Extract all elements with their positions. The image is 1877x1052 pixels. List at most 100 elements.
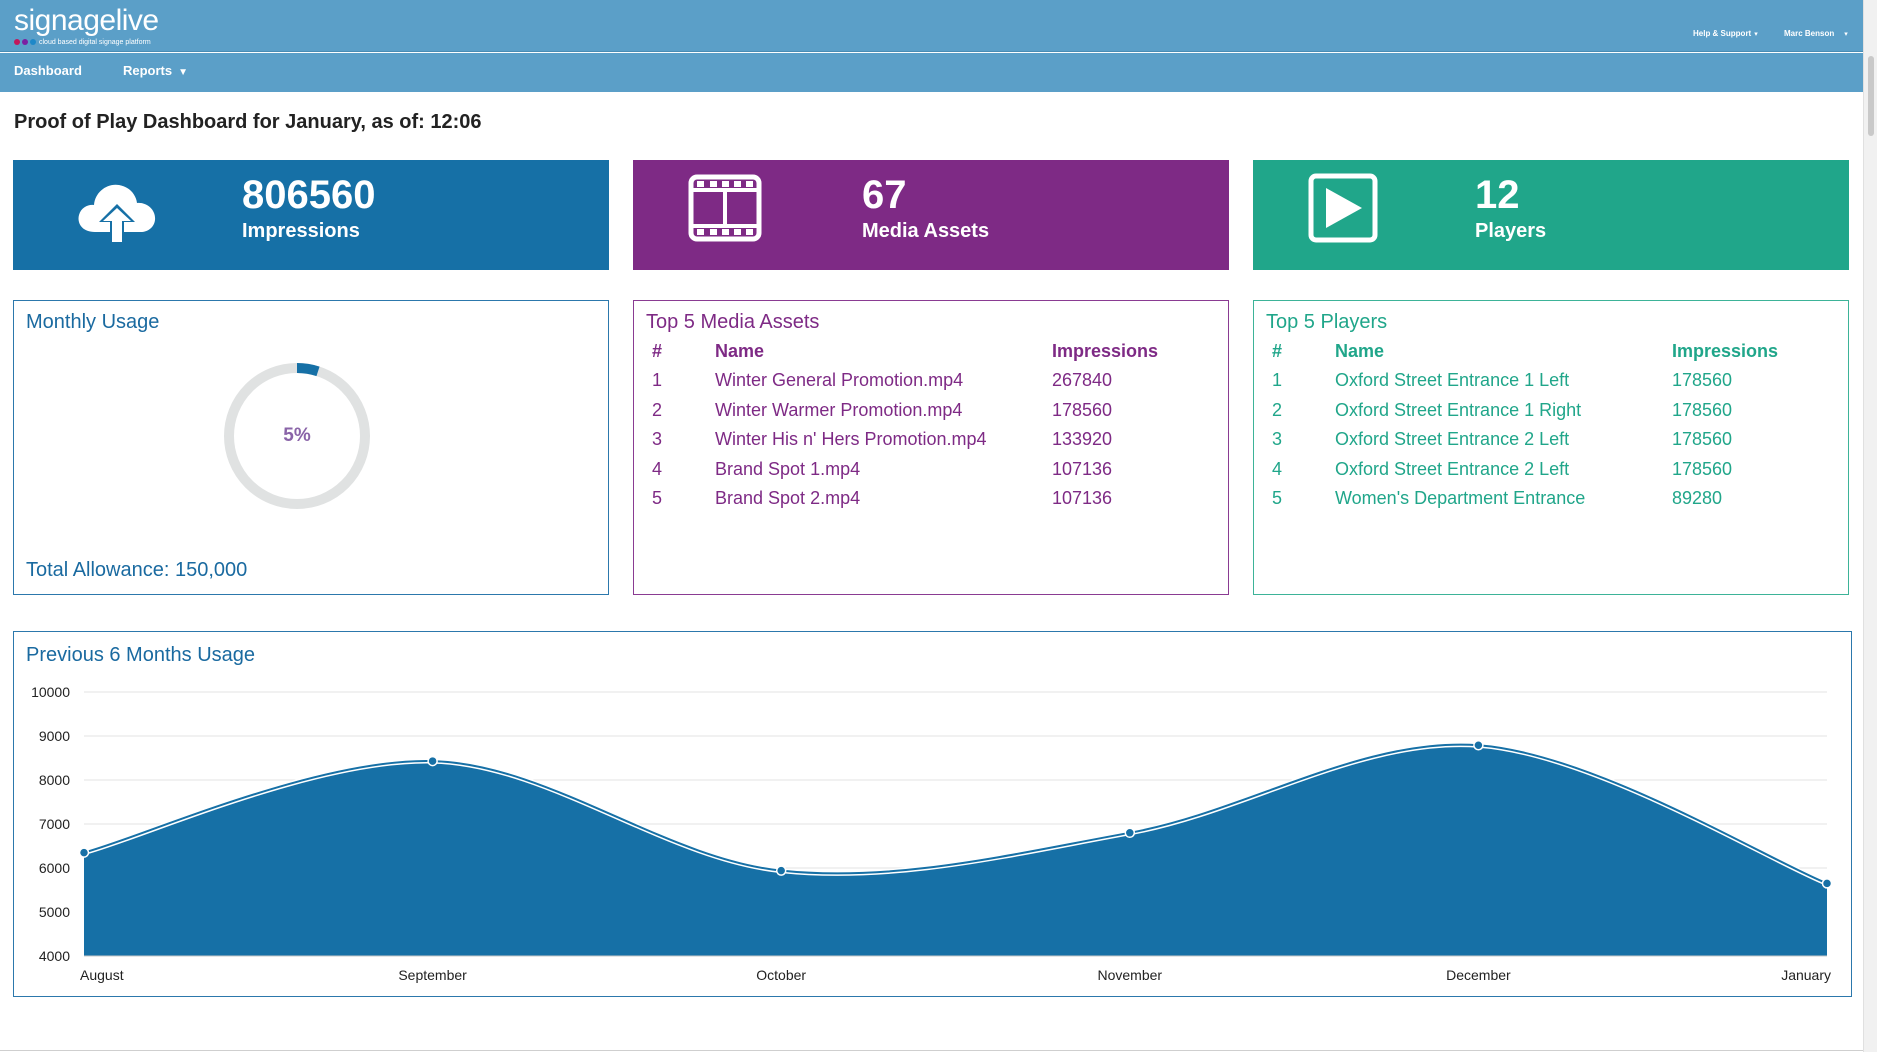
top-players-table: # Name Impressions 1 Oxford Street Entran… — [1272, 341, 1832, 517]
table-row: 5 Women's Department Entrance 89280 — [1272, 488, 1832, 517]
table-row: 2 Winter Warmer Promotion.mp4 178560 — [652, 400, 1212, 429]
rank-cell: 2 — [1272, 399, 1283, 420]
data-point — [78, 847, 90, 858]
top-players-panel: Top 5 Players # Name Impressions 1 Oxford… — [1253, 300, 1849, 595]
rank-cell: 4 — [1272, 458, 1283, 479]
user-name-label: Marc Benson — [1784, 29, 1835, 38]
name-cell: Oxford Street Entrance 2 Left — [1335, 429, 1570, 450]
players-value: 12 — [1475, 173, 1520, 217]
chevron-down-icon: ▾ — [1754, 31, 1758, 38]
total-allowance: Total Allowance: 150,000 — [26, 559, 248, 581]
data-point — [427, 755, 438, 767]
page-bottom-divider — [0, 1050, 1863, 1051]
impressions-cell: 89280 — [1672, 487, 1723, 508]
top-players-title: Top 5 Players — [1266, 311, 1388, 333]
nav-dashboard[interactable]: Dashboard — [14, 63, 82, 78]
rank-cell: 1 — [1272, 370, 1283, 391]
table-row: 5 Brand Spot 2.mp4 107136 — [652, 488, 1212, 517]
name-cell: Oxford Street Entrance 1 Right — [1335, 399, 1582, 420]
y-tick-label: 4000 — [39, 948, 70, 964]
impressions-value: 806560 — [242, 173, 376, 217]
rank-cell: 4 — [652, 458, 663, 479]
name-cell: Oxford Street Entrance 2 Left — [1335, 458, 1570, 479]
rank-cell: 3 — [652, 429, 663, 450]
usage-area-chart: 4000 5000 6000 7000 8000 9000 10000 August Septe… — [31, 684, 1833, 983]
nav-reports[interactable]: Reports ▼ — [123, 63, 188, 78]
scrollbar-thumb[interactable] — [1868, 56, 1874, 136]
table-header-row: # Name Impressions — [652, 341, 1212, 370]
page-title: Proof of Play Dashboard for January, as … — [14, 111, 482, 133]
impressions-cell: 107136 — [1052, 458, 1113, 479]
y-tick-label: 5000 — [39, 904, 70, 920]
six-month-usage-panel: Previous 6 Months Usage 4000 5000 6000 7000… — [13, 631, 1852, 997]
data-point — [1124, 827, 1136, 839]
column-header: # — [1272, 341, 1283, 361]
cloud-upload-icon — [78, 184, 156, 244]
impressions-cell: 267840 — [1052, 370, 1113, 391]
y-tick-label: 6000 — [39, 860, 70, 876]
data-point — [1821, 878, 1833, 889]
x-tick-label: August — [80, 967, 124, 983]
page-scrollbar[interactable] — [1863, 0, 1877, 1052]
players-label: Players — [1475, 220, 1547, 242]
main-nav: Dashboard Reports ▼ — [0, 53, 1863, 92]
play-icon — [1308, 173, 1378, 243]
column-header: Name — [715, 341, 765, 361]
impressions-tile: 806560 Impressions — [13, 160, 609, 270]
x-tick-label: October — [756, 967, 806, 983]
data-point — [1473, 739, 1484, 751]
impressions-cell: 178560 — [1052, 399, 1113, 420]
column-header: Impressions — [1052, 341, 1159, 361]
chevron-down-icon: ▾ — [1844, 31, 1848, 38]
rank-cell: 5 — [1272, 487, 1283, 508]
name-cell: Winter His n' Hers Promotion.mp4 — [715, 429, 987, 450]
logo-light: live — [115, 4, 160, 37]
user-menu[interactable]: Marc Benson ▾ — [1784, 29, 1848, 38]
name-cell: Brand Spot 1.mp4 — [715, 458, 861, 479]
players-tile: 12 Players — [1253, 160, 1849, 270]
data-point — [775, 865, 787, 876]
logo-main: signage — [14, 4, 116, 37]
logo-dots-icon — [14, 39, 36, 46]
top-media-title: Top 5 Media Assets — [646, 311, 820, 333]
media-assets-label: Media Assets — [862, 220, 990, 242]
monthly-usage-title: Monthly Usage — [26, 311, 160, 333]
table-row: 1 Winter General Promotion.mp4 267840 — [652, 370, 1212, 399]
y-tick-label: 10000 — [31, 684, 70, 700]
table-row: 4 Oxford Street Entrance 2 Left 178560 — [1272, 459, 1832, 488]
help-support-label: Help & Support — [1693, 29, 1752, 38]
column-header: # — [652, 341, 663, 361]
donut-progress-arc — [224, 363, 370, 509]
table-row: 3 Oxford Street Entrance 2 Left 178560 — [1272, 429, 1832, 458]
area-line — [83, 743, 1828, 885]
table-row: 3 Winter His n' Hers Promotion.mp4 133920 — [652, 429, 1212, 458]
impressions-cell: 178560 — [1672, 429, 1733, 450]
column-header: Impressions — [1672, 341, 1779, 361]
x-tick-label: December — [1446, 967, 1511, 983]
signagelive-logo[interactable]: signagelive cloud based digital signage … — [14, 4, 160, 46]
x-tick-label: September — [398, 967, 467, 983]
table-header-row: # Name Impressions — [1272, 341, 1832, 370]
name-cell: Women's Department Entrance — [1335, 487, 1586, 508]
x-tick-label: January — [1781, 967, 1831, 983]
rank-cell: 1 — [652, 370, 663, 391]
top-media-panel: Top 5 Media Assets # Name Impressions 1 W… — [633, 300, 1229, 595]
impressions-cell: 133920 — [1052, 429, 1113, 450]
help-support-menu[interactable]: Help & Support ▾ — [1693, 29, 1758, 38]
area-fill — [84, 744, 1827, 956]
name-cell: Oxford Street Entrance 1 Left — [1335, 370, 1570, 391]
rank-cell: 2 — [652, 399, 663, 420]
caret-down-icon: ▼ — [178, 67, 189, 78]
table-row: 4 Brand Spot 1.mp4 107136 — [652, 459, 1212, 488]
column-header: Name — [1335, 341, 1385, 361]
impressions-cell: 178560 — [1672, 399, 1733, 420]
impressions-cell: 178560 — [1672, 458, 1733, 479]
usage-percent: 5% — [283, 425, 311, 446]
impressions-label: Impressions — [242, 220, 360, 242]
usage-donut-chart — [224, 363, 370, 509]
top-media-table: # Name Impressions 1 Winter General Promo… — [652, 341, 1212, 517]
name-cell: Brand Spot 2.mp4 — [715, 487, 861, 508]
impressions-cell: 107136 — [1052, 487, 1113, 508]
media-assets-value: 67 — [862, 173, 907, 217]
name-cell: Winter General Promotion.mp4 — [715, 370, 964, 391]
